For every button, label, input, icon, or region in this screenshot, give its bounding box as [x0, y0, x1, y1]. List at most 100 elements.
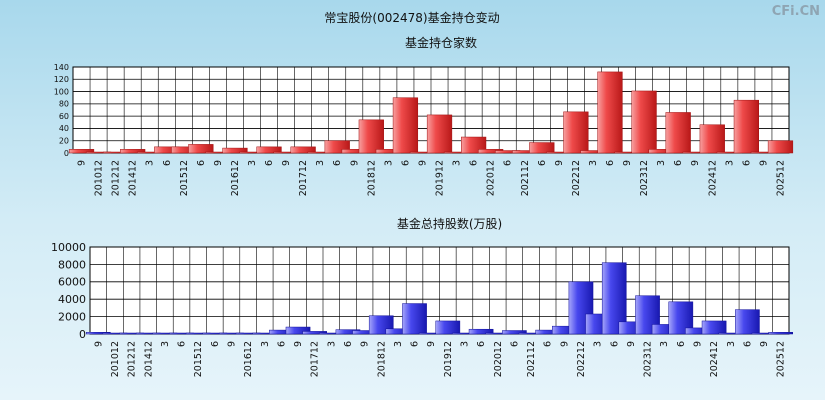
x-tick-label: 201412: [128, 160, 139, 196]
bar: [563, 111, 589, 154]
x-tick-label: 201712: [298, 160, 309, 196]
x-tick-label: 9: [226, 341, 237, 347]
x-tick-label: 9: [93, 341, 104, 347]
y-tick-label: 2000: [58, 310, 86, 323]
x-tick-label: 3: [260, 341, 271, 347]
x-tick-label: 3: [588, 160, 599, 166]
x-tick-label: 6: [469, 160, 480, 166]
bar: [701, 320, 727, 335]
bar: [631, 90, 657, 154]
bar: [256, 146, 282, 154]
y-tick-label: 60: [59, 112, 69, 121]
x-tick-label: 6: [196, 160, 207, 166]
bar: [768, 332, 793, 335]
x-tick-label: 201812: [366, 160, 377, 196]
x-tick-label: 6: [177, 341, 188, 347]
x-tick-label: 3: [145, 160, 156, 166]
bar: [302, 331, 327, 335]
x-tick-label: 202512: [775, 160, 786, 196]
bar: [529, 142, 555, 154]
x-tick-label: 3: [459, 341, 470, 347]
x-tick-label: 6: [609, 341, 620, 347]
x-tick-label: 202112: [520, 160, 531, 196]
x-tick-label: 9: [622, 160, 633, 166]
x-tick-label: 9: [759, 341, 770, 347]
x-tick-label: 3: [315, 160, 326, 166]
x-tick-label: 9: [559, 341, 570, 347]
x-tick-label: 3: [326, 341, 337, 347]
x-tick-label: 9: [360, 341, 371, 347]
bar: [502, 330, 527, 335]
x-tick-label: 201912: [443, 341, 454, 377]
x-tick-label: 9: [554, 160, 565, 166]
x-tick-label: 6: [162, 160, 173, 166]
watermark-logo: CFi.CN: [772, 4, 820, 19]
y-tick-label: 0: [79, 328, 86, 341]
x-tick-label: 9: [626, 341, 637, 347]
bar: [290, 146, 316, 154]
x-tick-label: 6: [509, 341, 520, 347]
bar: [392, 97, 419, 154]
x-tick-label: 6: [742, 341, 753, 347]
x-tick-label: 6: [210, 341, 221, 347]
x-tick-label: 6: [673, 160, 684, 166]
y-tick-label: 6000: [58, 276, 86, 289]
x-tick-label: 9: [293, 341, 304, 347]
bar: [222, 147, 248, 154]
bar: [120, 149, 146, 154]
x-tick-label: 202212: [571, 160, 582, 196]
x-tick-label: 201012: [110, 341, 121, 377]
bar: [699, 124, 725, 154]
bar: [461, 136, 487, 154]
x-tick-label: 202312: [643, 341, 654, 377]
y-tick-label: 4000: [58, 293, 86, 306]
x-tick-label: 9: [213, 160, 224, 166]
x-tick-label: 6: [741, 160, 752, 166]
y-tick-label: 120: [54, 75, 69, 84]
x-tick-label: 3: [656, 160, 667, 166]
page-title: 常宝股份(002478)基金持仓变动: [324, 10, 499, 25]
x-tick-label: 3: [452, 160, 463, 166]
x-tick-label: 9: [692, 341, 703, 347]
x-tick-label: 9: [690, 160, 701, 166]
x-tick-label: 3: [724, 160, 735, 166]
x-tick-label: 202412: [707, 160, 718, 196]
x-tick-label: 9: [77, 160, 88, 166]
bar: [188, 144, 214, 154]
x-tick-label: 6: [332, 160, 343, 166]
x-tick-label: 201212: [111, 160, 122, 196]
x-tick-label: 202012: [486, 160, 497, 196]
y-tick-label: 100: [54, 87, 69, 96]
x-tick-label: 202412: [709, 341, 720, 377]
chart-panel-2: 基金总持股数(万股) 0 2000 4000 6000 8000 10000 9 201012 2…: [51, 216, 793, 377]
y-tick-label: 10000: [51, 241, 86, 254]
y-tick-label: 140: [54, 63, 69, 72]
x-tick-label: 201212: [127, 341, 138, 377]
y-tick-label: 40: [59, 124, 69, 133]
y-tick-label: 0: [64, 149, 69, 158]
x-tick-label: 6: [264, 160, 275, 166]
x-tick-label: 201612: [243, 341, 254, 377]
bar: [285, 326, 311, 335]
x-tick-label: 9: [417, 160, 428, 166]
x-tick-label: 6: [410, 341, 421, 347]
chart-title: 基金总持股数(万股): [397, 216, 502, 231]
x-tick-label: 6: [543, 341, 554, 347]
x-tick-label: 202012: [493, 341, 504, 377]
x-tick-label: 6: [343, 341, 354, 347]
x-tick-label: 202112: [526, 341, 537, 377]
x-tick-label: 202212: [576, 341, 587, 377]
x-tick-label: 6: [476, 341, 487, 347]
bar: [68, 149, 95, 154]
bar: [402, 303, 427, 335]
x-tick-label: 6: [605, 160, 616, 166]
x-tick-label: 9: [426, 341, 437, 347]
x-tick-label: 6: [503, 160, 514, 166]
bar: [735, 309, 760, 335]
bar: [597, 71, 623, 154]
x-tick-label: 201912: [435, 160, 446, 196]
x-tick-label: 6: [276, 341, 287, 347]
bar: [468, 328, 494, 335]
